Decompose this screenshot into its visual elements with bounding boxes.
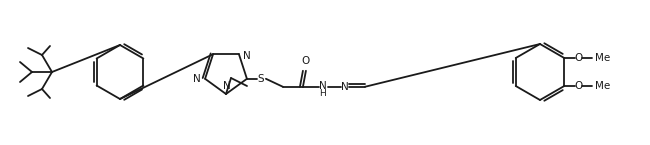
Text: N: N bbox=[341, 82, 349, 92]
Text: N: N bbox=[193, 74, 201, 84]
Text: N: N bbox=[223, 81, 231, 91]
Text: S: S bbox=[257, 74, 265, 84]
Text: O: O bbox=[302, 56, 310, 66]
Text: Me: Me bbox=[595, 53, 610, 63]
Text: O: O bbox=[574, 53, 582, 63]
Text: O: O bbox=[574, 81, 582, 91]
Text: Me: Me bbox=[595, 81, 610, 91]
Text: N: N bbox=[319, 81, 327, 91]
Text: N: N bbox=[243, 51, 251, 61]
Text: H: H bbox=[320, 89, 326, 98]
